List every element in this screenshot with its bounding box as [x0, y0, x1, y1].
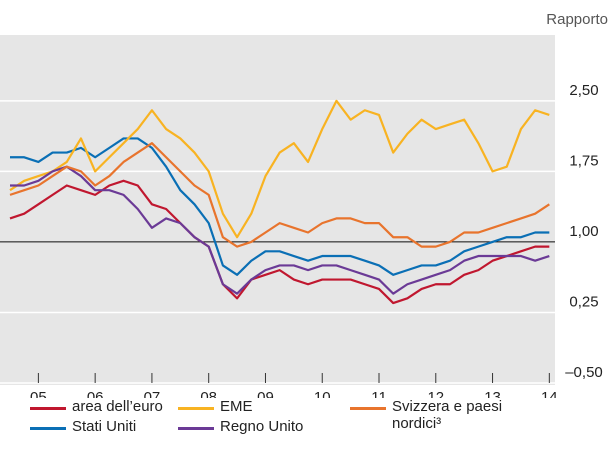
y-tick-label: 0,25 — [569, 293, 598, 310]
chart: Rapporto –0,50 0,25 1,00 1,75 2,50 05 06 07 08 09… — [0, 11, 608, 406]
y-tick-label: 1,75 — [569, 152, 598, 169]
x-tick-label: 05 — [30, 389, 47, 398]
legend-label: EME — [220, 398, 253, 415]
x-tick-label: 06 — [87, 389, 104, 398]
legend-item: Stati Uniti — [30, 418, 192, 435]
legend-item: Regno Unito — [178, 418, 340, 435]
legend: area dell’euro Stati Uniti EME Regno Unito S… — [30, 398, 610, 464]
legend-item: area dell’euro — [30, 398, 192, 415]
x-tick-label: 13 — [484, 389, 501, 398]
legend-label: Stati Uniti — [72, 418, 137, 435]
y-axis-label: Rapporto — [546, 11, 608, 28]
series-line — [9, 142, 550, 248]
legend-swatch — [350, 407, 386, 410]
x-tick-label: 10 — [314, 389, 331, 398]
legend-item: EME — [178, 398, 340, 415]
y-tick-label: 1,00 — [569, 223, 598, 240]
legend-item: Svizzera e paesi nordici³ — [350, 398, 512, 432]
legend-swatch — [178, 407, 214, 410]
series-line — [9, 99, 550, 239]
series-line — [10, 165, 550, 295]
x-tick-label: 11 — [371, 389, 387, 398]
series-line — [9, 179, 550, 305]
x-tick-label: 14 — [541, 389, 558, 398]
legend-swatch — [30, 427, 66, 430]
series-line — [10, 137, 550, 276]
legend-label: Svizzera e paesi nordici³ — [392, 398, 503, 432]
legend-label: Regno Unito — [220, 418, 304, 435]
plot-background — [0, 35, 555, 385]
legend-label: area dell’euro — [72, 398, 163, 415]
legend-swatch — [30, 407, 66, 410]
x-tick-label: 12 — [427, 389, 444, 398]
y-tick-label: 2,50 — [569, 82, 598, 99]
legend-swatch — [178, 427, 214, 430]
x-tick-label: 08 — [200, 389, 217, 398]
y-tick-label: –0,50 — [565, 364, 603, 381]
x-tick-label: 07 — [144, 389, 161, 398]
x-tick-label: 09 — [257, 389, 274, 398]
